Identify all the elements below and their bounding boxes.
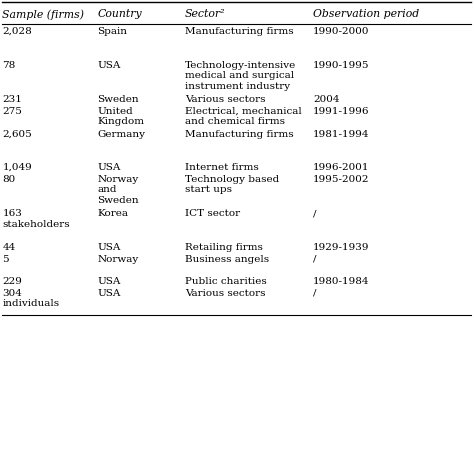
Text: USA: USA bbox=[97, 289, 120, 298]
Text: Norway
and
Sweden: Norway and Sweden bbox=[97, 174, 139, 205]
Text: Technology-intensive
medical and surgical
instrument industry: Technology-intensive medical and surgica… bbox=[185, 61, 296, 91]
Text: /: / bbox=[313, 209, 316, 218]
Text: Sector²: Sector² bbox=[185, 9, 225, 19]
Text: 1996-2001: 1996-2001 bbox=[313, 163, 369, 172]
Text: 304
individuals: 304 individuals bbox=[2, 289, 60, 308]
Text: 2,028: 2,028 bbox=[2, 27, 32, 36]
Text: Various sectors: Various sectors bbox=[185, 95, 265, 104]
Text: 229: 229 bbox=[2, 277, 22, 286]
Text: Retailing firms: Retailing firms bbox=[185, 243, 263, 252]
Text: United
Kingdom: United Kingdom bbox=[97, 107, 144, 126]
Text: Spain: Spain bbox=[97, 27, 127, 36]
Text: Internet firms: Internet firms bbox=[185, 163, 259, 172]
Text: 1980-1984: 1980-1984 bbox=[313, 277, 369, 286]
Text: 1929-1939: 1929-1939 bbox=[313, 243, 369, 252]
Text: 163
stakeholders: 163 stakeholders bbox=[2, 209, 70, 229]
Text: 1990-2000: 1990-2000 bbox=[313, 27, 369, 36]
Text: 78: 78 bbox=[2, 61, 16, 70]
Text: /: / bbox=[313, 255, 316, 264]
Text: USA: USA bbox=[97, 61, 120, 70]
Text: 1981-1994: 1981-1994 bbox=[313, 129, 369, 138]
Text: 1,049: 1,049 bbox=[2, 163, 32, 172]
Text: Sweden: Sweden bbox=[97, 95, 139, 104]
Text: 5: 5 bbox=[2, 255, 9, 264]
Text: Norway: Norway bbox=[97, 255, 138, 264]
Text: Korea: Korea bbox=[97, 209, 128, 218]
Text: Various sectors: Various sectors bbox=[185, 289, 265, 298]
Text: Observation period: Observation period bbox=[313, 9, 419, 19]
Text: Country: Country bbox=[97, 9, 142, 19]
Text: Germany: Germany bbox=[97, 129, 145, 138]
Text: 2,605: 2,605 bbox=[2, 129, 32, 138]
Text: /: / bbox=[313, 289, 316, 298]
Text: 1991-1996: 1991-1996 bbox=[313, 107, 369, 116]
Text: Business angels: Business angels bbox=[185, 255, 269, 264]
Text: ICT sector: ICT sector bbox=[185, 209, 240, 218]
Text: Manufacturing firms: Manufacturing firms bbox=[185, 129, 293, 138]
Text: Public charities: Public charities bbox=[185, 277, 266, 286]
Text: USA: USA bbox=[97, 243, 120, 252]
Text: Sample (firms): Sample (firms) bbox=[2, 9, 84, 19]
Text: 44: 44 bbox=[2, 243, 16, 252]
Text: 1995-2002: 1995-2002 bbox=[313, 174, 369, 183]
Text: USA: USA bbox=[97, 163, 120, 172]
Text: USA: USA bbox=[97, 277, 120, 286]
Text: 80: 80 bbox=[2, 174, 16, 183]
Text: 231: 231 bbox=[2, 95, 22, 104]
Text: Technology based
start ups: Technology based start ups bbox=[185, 174, 279, 194]
Text: 2004: 2004 bbox=[313, 95, 339, 104]
Text: 1990-1995: 1990-1995 bbox=[313, 61, 369, 70]
Text: Manufacturing firms: Manufacturing firms bbox=[185, 27, 293, 36]
Text: 275: 275 bbox=[2, 107, 22, 116]
Text: Electrical, mechanical
and chemical firms: Electrical, mechanical and chemical firm… bbox=[185, 107, 301, 126]
